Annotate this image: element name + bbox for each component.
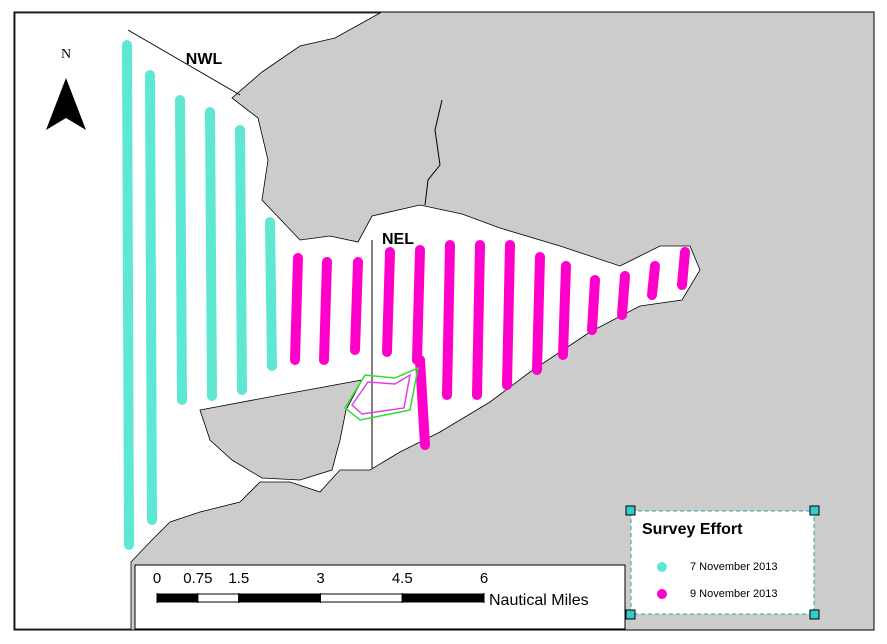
river [424,99,443,206]
track-line [205,107,217,401]
track-line [415,355,430,450]
north-arrow [46,78,86,130]
track-line [647,261,660,300]
scale-bar: 0 0.75 1.5 3 4.5 6 [153,570,488,603]
site-boundary [344,366,420,421]
scale-segment [238,593,321,603]
region-label: NEL [382,231,414,248]
north-label: N [61,47,71,62]
handle [809,609,820,620]
scale-unit: Nautical Miles [489,592,589,609]
scale-tick-label: 6 [480,570,488,587]
survey-tracks [122,40,690,550]
legend-label: 9 November 2013 [690,588,777,600]
legend-items: 7 November 2013 9 November 2013 [657,561,777,600]
track-line [532,252,545,375]
boundary-line [127,29,241,96]
track-line [319,257,332,365]
track-line [290,253,303,365]
handle [625,609,636,620]
track-line [145,70,157,525]
track-line [472,240,485,400]
track-line [235,125,247,395]
track-line [350,257,363,355]
peninsula [199,379,363,481]
track-line [122,40,134,550]
track-line [265,217,277,371]
handle [809,505,820,516]
handle [625,505,636,516]
scale-segment [401,593,485,603]
site-inner-boundary [351,373,412,415]
track-line [502,240,515,390]
legend-label: 7 November 2013 [690,561,777,573]
scale-tick-label: 0 [153,570,161,587]
track-line [587,275,600,335]
track-line [442,240,455,400]
scale-tick-label: 3 [316,570,324,587]
track-line [412,245,425,365]
legend-title: Survey Effort [642,521,743,538]
scale-segment [156,593,199,603]
region-label: NWL [186,51,223,68]
track-line [175,95,187,405]
track-line [677,247,690,290]
legend-symbol [657,589,667,599]
track-line [617,271,630,320]
scale-segment [197,593,240,603]
track-line [558,261,571,360]
scale-tick-label: 4.5 [392,570,413,587]
scale-tick-label: 0.75 [183,570,212,587]
scale-tick-label: 1.5 [228,570,249,587]
legend-symbol [657,562,667,572]
track-line [382,247,395,357]
scale-segment [320,593,403,603]
